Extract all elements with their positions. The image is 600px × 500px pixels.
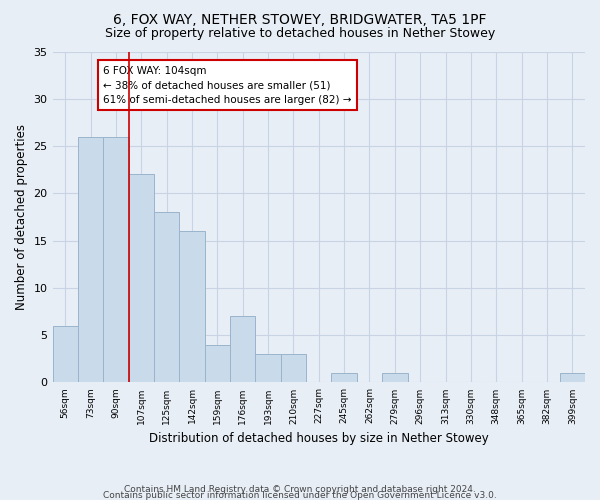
Bar bbox=[256, 354, 281, 382]
Text: 6 FOX WAY: 104sqm
← 38% of detached houses are smaller (51)
61% of semi-detached: 6 FOX WAY: 104sqm ← 38% of detached hous… bbox=[103, 66, 352, 106]
Bar bbox=[560, 373, 585, 382]
Bar bbox=[230, 316, 256, 382]
Text: Contains HM Land Registry data © Crown copyright and database right 2024.: Contains HM Land Registry data © Crown c… bbox=[124, 485, 476, 494]
Bar bbox=[331, 373, 357, 382]
Bar bbox=[382, 373, 407, 382]
Text: Size of property relative to detached houses in Nether Stowey: Size of property relative to detached ho… bbox=[105, 28, 495, 40]
Bar bbox=[205, 344, 230, 383]
Bar bbox=[179, 231, 205, 382]
Bar bbox=[281, 354, 306, 382]
Bar bbox=[154, 212, 179, 382]
X-axis label: Distribution of detached houses by size in Nether Stowey: Distribution of detached houses by size … bbox=[149, 432, 488, 445]
Text: Contains public sector information licensed under the Open Government Licence v3: Contains public sector information licen… bbox=[103, 491, 497, 500]
Text: 6, FOX WAY, NETHER STOWEY, BRIDGWATER, TA5 1PF: 6, FOX WAY, NETHER STOWEY, BRIDGWATER, T… bbox=[113, 12, 487, 26]
Bar bbox=[78, 136, 103, 382]
Bar bbox=[103, 136, 128, 382]
Bar bbox=[128, 174, 154, 382]
Bar bbox=[53, 326, 78, 382]
Y-axis label: Number of detached properties: Number of detached properties bbox=[15, 124, 28, 310]
